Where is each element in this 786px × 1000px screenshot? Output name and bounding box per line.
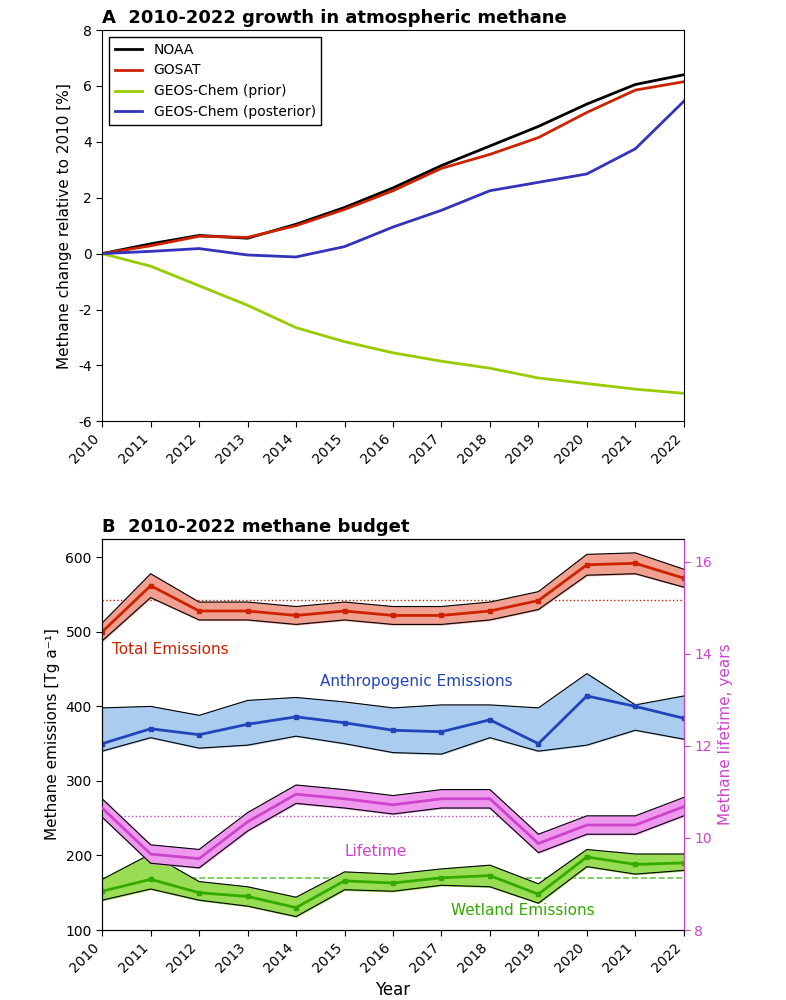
Line: GEOS-Chem (prior): GEOS-Chem (prior) xyxy=(102,254,684,393)
GEOS-Chem (prior) xyxy=(243,299,252,311)
GEOS-Chem (posterior) xyxy=(243,249,252,261)
NOAA xyxy=(485,140,494,152)
GEOS-Chem (posterior) xyxy=(340,241,349,253)
NOAA xyxy=(340,201,349,213)
GOSAT xyxy=(146,240,156,252)
X-axis label: Year: Year xyxy=(376,981,410,999)
Text: A  2010-2022 growth in atmospheric methane: A 2010-2022 growth in atmospheric methan… xyxy=(102,9,567,27)
NOAA xyxy=(630,79,640,91)
GEOS-Chem (prior) xyxy=(97,248,107,260)
GOSAT xyxy=(679,76,689,88)
GEOS-Chem (posterior) xyxy=(292,251,301,263)
GOSAT xyxy=(388,185,398,197)
GEOS-Chem (posterior) xyxy=(437,204,446,216)
Line: NOAA: NOAA xyxy=(102,75,684,254)
Line: GOSAT: GOSAT xyxy=(102,82,684,254)
GEOS-Chem (posterior) xyxy=(388,221,398,233)
Text: Lifetime: Lifetime xyxy=(344,844,407,859)
NOAA xyxy=(97,248,107,260)
GEOS-Chem (posterior) xyxy=(679,95,689,107)
NOAA xyxy=(146,238,156,250)
Line: GEOS-Chem (posterior): GEOS-Chem (posterior) xyxy=(102,101,684,257)
NOAA xyxy=(292,218,301,230)
GEOS-Chem (prior) xyxy=(146,260,156,272)
GOSAT xyxy=(534,132,543,144)
GEOS-Chem (prior) xyxy=(534,372,543,384)
GEOS-Chem (posterior) xyxy=(534,176,543,188)
GEOS-Chem (prior) xyxy=(582,378,592,390)
GEOS-Chem (posterior) xyxy=(582,168,592,180)
GOSAT xyxy=(485,148,494,160)
Text: Anthropogenic Emissions: Anthropogenic Emissions xyxy=(320,674,513,689)
Y-axis label: Methane change relative to 2010 [%]: Methane change relative to 2010 [%] xyxy=(57,83,72,369)
Text: B  2010-2022 methane budget: B 2010-2022 methane budget xyxy=(102,518,410,536)
GEOS-Chem (posterior) xyxy=(485,185,494,197)
GOSAT xyxy=(292,220,301,232)
GEOS-Chem (prior) xyxy=(485,362,494,374)
NOAA xyxy=(582,98,592,110)
Text: Total Emissions: Total Emissions xyxy=(112,642,229,657)
GEOS-Chem (prior) xyxy=(388,347,398,359)
GOSAT xyxy=(194,230,204,242)
GEOS-Chem (prior) xyxy=(630,383,640,395)
GEOS-Chem (prior) xyxy=(194,280,204,292)
GEOS-Chem (prior) xyxy=(679,387,689,399)
Y-axis label: Methane emissions [Tg a⁻¹]: Methane emissions [Tg a⁻¹] xyxy=(45,628,60,840)
Text: Wetland Emissions: Wetland Emissions xyxy=(451,903,595,918)
NOAA xyxy=(243,232,252,244)
GOSAT xyxy=(243,231,252,243)
GOSAT xyxy=(630,84,640,96)
GOSAT xyxy=(437,162,446,174)
GOSAT xyxy=(340,203,349,215)
GEOS-Chem (posterior) xyxy=(630,143,640,155)
NOAA xyxy=(679,69,689,81)
GEOS-Chem (prior) xyxy=(340,336,349,348)
NOAA xyxy=(388,182,398,194)
GEOS-Chem (posterior) xyxy=(146,245,156,257)
Y-axis label: Methane lifetime, years: Methane lifetime, years xyxy=(718,644,733,825)
Legend: NOAA, GOSAT, GEOS-Chem (prior), GEOS-Chem (posterior): NOAA, GOSAT, GEOS-Chem (prior), GEOS-Che… xyxy=(109,37,321,125)
GEOS-Chem (posterior) xyxy=(194,243,204,255)
GEOS-Chem (posterior) xyxy=(97,248,107,260)
GOSAT xyxy=(582,106,592,118)
NOAA xyxy=(194,229,204,241)
GEOS-Chem (prior) xyxy=(437,355,446,367)
NOAA xyxy=(534,120,543,132)
GOSAT xyxy=(97,248,107,260)
GEOS-Chem (prior) xyxy=(292,322,301,334)
NOAA xyxy=(437,160,446,172)
